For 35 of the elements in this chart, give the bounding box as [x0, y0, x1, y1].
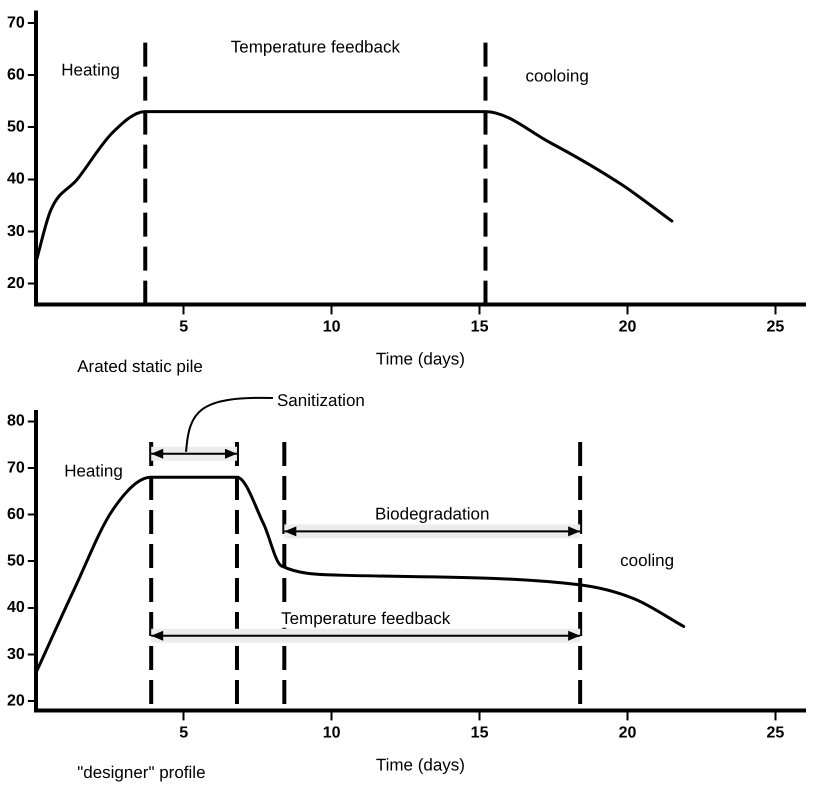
x-tick-label: 15	[470, 724, 489, 742]
x-axis-title: Time (days)	[376, 349, 465, 368]
text: "designer" profile	[77, 763, 206, 782]
text: Arated static pile	[77, 357, 203, 376]
x-tick-label: 5	[179, 318, 188, 336]
annotation: cooling	[620, 550, 674, 570]
y-tick-label: 50	[7, 118, 25, 136]
x-tick-label: 25	[766, 724, 784, 742]
annotation: Heating	[61, 60, 120, 80]
y-tick-label: 80	[7, 412, 25, 430]
band-label: Sanitization	[276, 391, 365, 410]
band-label: Biodegradation	[375, 504, 490, 524]
x-tick-label: 25	[766, 318, 784, 336]
band-label: Temperature feedback	[281, 608, 451, 628]
annotation: Heating	[64, 461, 123, 480]
y-tick-label: 70	[7, 14, 25, 32]
y-tick-label: 70	[7, 459, 25, 476]
y-tick-label: 40	[7, 170, 25, 188]
x-tick-label: 15	[470, 318, 489, 336]
annotation: Temperature feedback	[230, 37, 400, 56]
x-tick-label: 20	[618, 724, 636, 742]
y-tick-label: 30	[7, 646, 25, 663]
y-tick-label: 60	[7, 66, 25, 84]
y-tick-label: 20	[7, 692, 25, 710]
x-tick-label: 10	[322, 724, 341, 742]
y-tick-label: 60	[7, 506, 25, 523]
x-tick-label: 20	[618, 318, 636, 336]
annotation: cooloing	[525, 66, 589, 86]
x-tick-label: 5	[179, 724, 188, 742]
y-tick-label: 40	[7, 599, 25, 616]
x-tick-label: 10	[322, 318, 341, 336]
y-tick-label: 50	[7, 552, 25, 570]
y-tick-label: 30	[7, 222, 25, 240]
y-tick-label: 20	[7, 274, 25, 292]
x-axis-title: Time (days)	[376, 755, 465, 774]
